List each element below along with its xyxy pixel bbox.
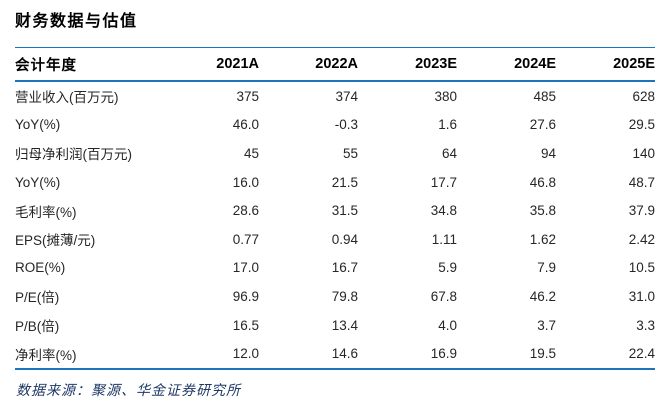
row-value: 375 — [236, 88, 259, 104]
row-value: 27.6 — [529, 117, 556, 133]
row-value: 94 — [540, 145, 556, 161]
row-value: 1.6 — [438, 117, 457, 133]
row-value: 37.9 — [628, 203, 655, 219]
row-value: 4.0 — [438, 317, 457, 333]
row-value: 10.5 — [628, 260, 655, 276]
row-value: 96.9 — [232, 288, 259, 304]
row-label: ROE(%) — [15, 260, 66, 276]
row-value: 5.9 — [438, 260, 457, 276]
page-title: 财务数据与估值 — [15, 13, 138, 30]
row-value: 2.42 — [628, 231, 655, 247]
row-value: 55 — [342, 145, 358, 161]
row-value: 0.94 — [331, 231, 358, 247]
row-value: 16.9 — [430, 346, 457, 362]
table-header-row: 会计年度 2021A 2022A 2023E 2024E 2025E — [15, 47, 655, 82]
table-row: 毛利率(%) 28.6 31.5 34.8 35.8 37.9 — [15, 196, 655, 225]
row-value: 17.7 — [430, 174, 457, 190]
row-label: P/E(倍) — [15, 290, 60, 306]
row-value: 14.6 — [331, 346, 358, 362]
row-value: 22.4 — [628, 346, 655, 362]
row-value: 485 — [533, 88, 556, 104]
table-header: 会计年度 2021A 2022A 2023E 2024E 2025E — [15, 47, 655, 82]
row-value: 16.5 — [232, 317, 259, 333]
table-row: P/B(倍) 16.5 13.4 4.0 3.7 3.3 — [15, 311, 655, 340]
header-cell-year: 2021A — [160, 47, 259, 82]
row-label: 营业收入(百万元) — [15, 90, 119, 106]
table-row: ROE(%) 17.0 16.7 5.9 7.9 10.5 — [15, 254, 655, 283]
row-value: 1.62 — [529, 231, 556, 247]
table-body: 营业收入(百万元) 375 374 380 485 628 YoY(%) 46.0 -0.3 1.… — [15, 81, 655, 369]
header-cell-year: 2025E — [556, 47, 655, 82]
row-value: 374 — [335, 88, 358, 104]
row-value: 46.2 — [529, 288, 556, 304]
row-label: P/B(倍) — [15, 319, 60, 335]
row-value: 48.7 — [628, 174, 655, 190]
table-row: YoY(%) 46.0 -0.3 1.6 27.6 29.5 — [15, 111, 655, 140]
header-cell-year: 2022A — [259, 47, 358, 82]
row-label: 净利率(%) — [15, 347, 77, 363]
row-value: 35.8 — [529, 203, 556, 219]
header-cell-year: 2024E — [457, 47, 556, 82]
row-label: EPS(摊薄/元) — [15, 233, 96, 249]
header-cell-fiscal-year: 会计年度 — [15, 47, 160, 82]
row-value: 3.7 — [537, 317, 556, 333]
header-cell-year: 2023E — [358, 47, 457, 82]
financial-table: 会计年度 2021A 2022A 2023E 2024E 2025E 营业收入(百万元) 3… — [15, 47, 655, 370]
row-value: 45 — [243, 145, 259, 161]
row-value: 67.8 — [430, 288, 457, 304]
row-value: 46.8 — [529, 174, 556, 190]
row-value: 16.7 — [331, 260, 358, 276]
row-value: 29.5 — [628, 117, 655, 133]
table-row: 归母净利润(百万元) 45 55 64 94 140 — [15, 139, 655, 168]
row-value: 28.6 — [232, 203, 259, 219]
row-label: 归母净利润(百万元) — [15, 147, 132, 163]
row-value: 21.5 — [331, 174, 358, 190]
row-value: 17.0 — [232, 260, 259, 276]
row-value: 64 — [441, 145, 457, 161]
table-row: P/E(倍) 96.9 79.8 67.8 46.2 31.0 — [15, 282, 655, 311]
row-value: 13.4 — [331, 317, 358, 333]
row-label: 毛利率(%) — [15, 204, 77, 220]
row-value: -0.3 — [334, 117, 358, 133]
row-label: YoY(%) — [15, 174, 61, 190]
table-row: 净利率(%) 12.0 14.6 16.9 19.5 22.4 — [15, 339, 655, 369]
table-row: EPS(摊薄/元) 0.77 0.94 1.11 1.62 2.42 — [15, 225, 655, 254]
row-value: 79.8 — [331, 288, 358, 304]
row-value: 3.3 — [636, 317, 655, 333]
row-value: 31.5 — [331, 203, 358, 219]
row-value: 12.0 — [232, 346, 259, 362]
row-value: 628 — [632, 88, 655, 104]
row-value: 1.11 — [431, 231, 457, 247]
row-value: 34.8 — [430, 203, 457, 219]
row-label: YoY(%) — [15, 117, 61, 133]
table-row: YoY(%) 16.0 21.5 17.7 46.8 48.7 — [15, 168, 655, 197]
data-source-note: 数据来源：聚源、华金证券研究所 — [16, 384, 241, 399]
table-row: 营业收入(百万元) 375 374 380 485 628 — [15, 81, 655, 111]
row-value: 7.9 — [537, 260, 556, 276]
row-value: 140 — [632, 145, 655, 161]
row-value: 46.0 — [232, 117, 259, 133]
row-value: 16.0 — [232, 174, 259, 190]
row-value: 0.77 — [232, 231, 259, 247]
row-value: 31.0 — [628, 288, 655, 304]
row-value: 380 — [434, 88, 457, 104]
row-value: 19.5 — [529, 346, 556, 362]
